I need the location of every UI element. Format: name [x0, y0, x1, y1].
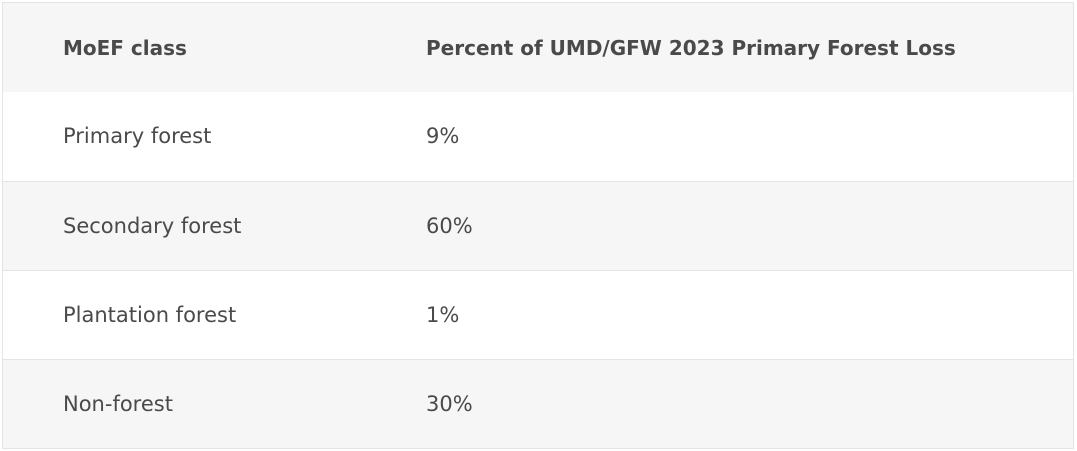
row-percent-cell: 1% — [426, 269, 1073, 359]
row-class-cell: Primary forest — [63, 124, 212, 149]
header-moef-class: MoEF class — [63, 35, 187, 60]
row-class-cell: Secondary forest — [3, 180, 426, 270]
row-percent-cell: 30% — [426, 358, 1073, 448]
row-class-cell: Plantation forest — [3, 269, 426, 359]
forest-loss-table: MoEF class Percent of UMD/GFW 2023 Prima… — [3, 3, 1073, 448]
table-row: Plantation forest 1% — [3, 269, 1073, 359]
row-class-cell: Non-forest — [3, 358, 426, 448]
table-header-row: MoEF class Percent of UMD/GFW 2023 Prima… — [3, 3, 1073, 92]
header-percent-loss: Percent of UMD/GFW 2023 Primary Forest L… — [426, 35, 956, 60]
row-percent-cell: 9% — [426, 124, 460, 149]
row-percent-cell: 60% — [426, 180, 1073, 270]
table-row: Primary forest 9% — [3, 92, 1073, 181]
table-row: Non-forest 30% — [3, 358, 1073, 448]
table-row: Secondary forest 60% — [3, 180, 1073, 270]
